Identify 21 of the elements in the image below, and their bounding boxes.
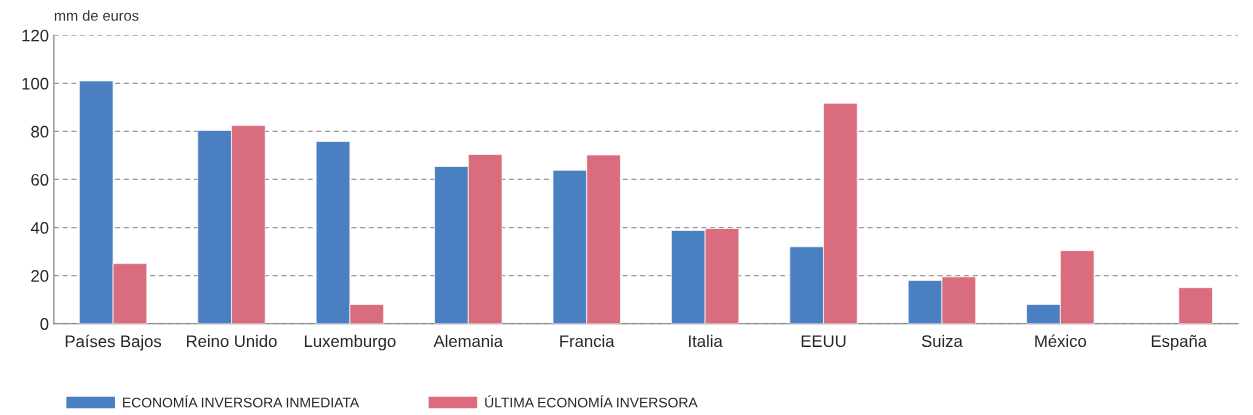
x-tick-label: EEUU xyxy=(801,335,846,348)
x-tick-label: México xyxy=(1035,334,1087,348)
x-tick-label: Reino Unido xyxy=(187,334,277,348)
y-tick-label: 0 xyxy=(40,318,49,330)
y-axis-title: mm de euros xyxy=(54,10,139,21)
y-tick-label: 120 xyxy=(22,29,49,42)
legend-label: ÚLTIMA ECONOMÍA INVERSORA xyxy=(485,395,698,408)
x-tick-label: Alemania xyxy=(433,334,504,348)
y-tick-label: 40 xyxy=(30,221,49,234)
y-tick-label: 80 xyxy=(31,125,49,138)
x-tick-label: Francia xyxy=(560,334,615,348)
x-tick-label: Países Bajos xyxy=(65,334,162,351)
x-tick-label: Suiza xyxy=(921,334,963,348)
y-tick-label: 20 xyxy=(31,270,49,282)
y-tick-label: 60 xyxy=(31,173,49,186)
x-tick-label: Italia xyxy=(689,334,723,348)
legend-label: ECONOMÍA INVERSORA INMEDIATA xyxy=(123,395,360,408)
x-tick-label: Luxemburgo xyxy=(304,334,396,351)
bar xyxy=(1178,287,1213,324)
x-tick-label: España xyxy=(1151,334,1208,351)
y-tick-label: 100 xyxy=(22,77,49,90)
